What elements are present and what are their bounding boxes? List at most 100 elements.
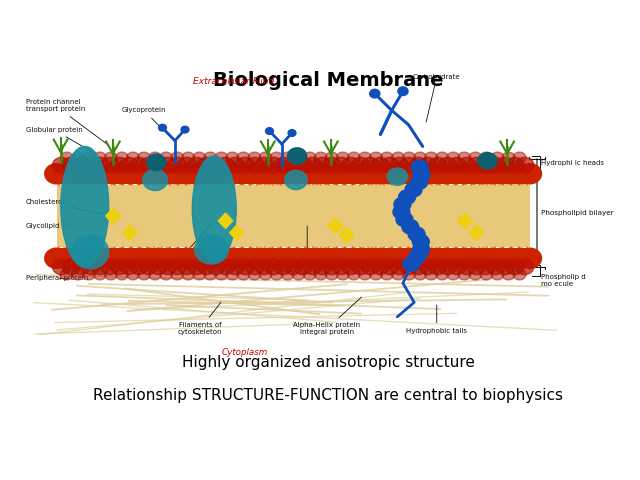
Circle shape	[351, 164, 374, 184]
Circle shape	[249, 164, 273, 184]
Circle shape	[481, 248, 504, 268]
Circle shape	[248, 152, 261, 163]
Circle shape	[52, 157, 71, 173]
Circle shape	[100, 248, 124, 268]
Circle shape	[332, 259, 351, 275]
Circle shape	[258, 248, 282, 268]
Text: Phospholipid bilayer: Phospholipid bilayer	[541, 210, 614, 216]
Text: Glycolipid: Glycolipid	[26, 223, 70, 228]
Circle shape	[305, 164, 328, 184]
Circle shape	[178, 259, 196, 275]
Circle shape	[405, 182, 422, 197]
Polygon shape	[106, 208, 120, 224]
Circle shape	[100, 157, 119, 173]
Circle shape	[288, 130, 296, 136]
Circle shape	[392, 152, 404, 163]
Circle shape	[409, 250, 426, 264]
Circle shape	[351, 248, 374, 268]
Circle shape	[276, 164, 300, 184]
Circle shape	[216, 259, 235, 275]
Circle shape	[266, 128, 273, 134]
Circle shape	[394, 197, 411, 212]
Circle shape	[486, 259, 505, 275]
Circle shape	[182, 269, 195, 280]
Circle shape	[342, 248, 365, 268]
Circle shape	[369, 152, 383, 163]
Circle shape	[93, 269, 106, 280]
Circle shape	[215, 269, 228, 280]
Circle shape	[104, 269, 117, 280]
Circle shape	[204, 152, 217, 163]
Circle shape	[147, 154, 166, 170]
Circle shape	[411, 175, 428, 189]
Circle shape	[409, 157, 428, 173]
FancyBboxPatch shape	[56, 185, 530, 247]
Circle shape	[63, 248, 87, 268]
Circle shape	[71, 152, 84, 163]
Circle shape	[381, 269, 394, 280]
Circle shape	[149, 259, 167, 275]
Circle shape	[72, 248, 96, 268]
Circle shape	[54, 248, 77, 268]
Circle shape	[412, 235, 429, 249]
Circle shape	[215, 152, 228, 163]
Circle shape	[351, 157, 370, 173]
Circle shape	[91, 248, 115, 268]
Circle shape	[496, 157, 515, 173]
Circle shape	[221, 164, 244, 184]
Circle shape	[184, 164, 207, 184]
Circle shape	[506, 157, 524, 173]
Circle shape	[207, 157, 225, 173]
Circle shape	[513, 269, 526, 280]
Circle shape	[83, 152, 95, 163]
Circle shape	[480, 269, 493, 280]
Circle shape	[91, 259, 109, 275]
Circle shape	[143, 169, 168, 191]
Circle shape	[509, 248, 532, 268]
Ellipse shape	[192, 156, 236, 262]
Circle shape	[119, 164, 143, 184]
Circle shape	[348, 269, 360, 280]
Circle shape	[148, 152, 161, 163]
Circle shape	[91, 164, 115, 184]
Circle shape	[472, 164, 495, 184]
Circle shape	[109, 164, 133, 184]
Polygon shape	[123, 225, 137, 240]
Circle shape	[332, 164, 356, 184]
Circle shape	[325, 269, 339, 280]
Circle shape	[513, 152, 526, 163]
Circle shape	[478, 153, 497, 169]
Text: Relationship STRUCTURE-FUNCTION are central to biophysics: Relationship STRUCTURE-FUNCTION are cent…	[93, 388, 563, 403]
Circle shape	[119, 248, 143, 268]
Circle shape	[390, 259, 408, 275]
Circle shape	[221, 248, 244, 268]
Circle shape	[360, 164, 384, 184]
Circle shape	[193, 164, 217, 184]
Text: Glycoprotein: Glycoprotein	[122, 108, 173, 140]
Circle shape	[358, 152, 371, 163]
Circle shape	[109, 248, 133, 268]
Circle shape	[230, 164, 254, 184]
Ellipse shape	[195, 235, 228, 264]
Circle shape	[81, 259, 100, 275]
Circle shape	[127, 152, 140, 163]
Circle shape	[453, 164, 477, 184]
Text: Hydrophobic tails: Hydrophobic tails	[406, 305, 467, 334]
Circle shape	[396, 212, 413, 227]
Circle shape	[60, 269, 73, 280]
Circle shape	[188, 259, 206, 275]
Circle shape	[120, 259, 138, 275]
Circle shape	[518, 164, 541, 184]
Circle shape	[314, 269, 327, 280]
Circle shape	[45, 248, 68, 268]
Circle shape	[413, 242, 429, 256]
Circle shape	[129, 157, 148, 173]
Circle shape	[393, 205, 410, 219]
Circle shape	[397, 248, 421, 268]
Circle shape	[515, 157, 534, 173]
Circle shape	[305, 248, 328, 268]
Circle shape	[481, 164, 504, 184]
Circle shape	[361, 259, 380, 275]
Circle shape	[295, 164, 319, 184]
Text: Filaments of
cytoskeleton: Filaments of cytoskeleton	[178, 302, 223, 336]
